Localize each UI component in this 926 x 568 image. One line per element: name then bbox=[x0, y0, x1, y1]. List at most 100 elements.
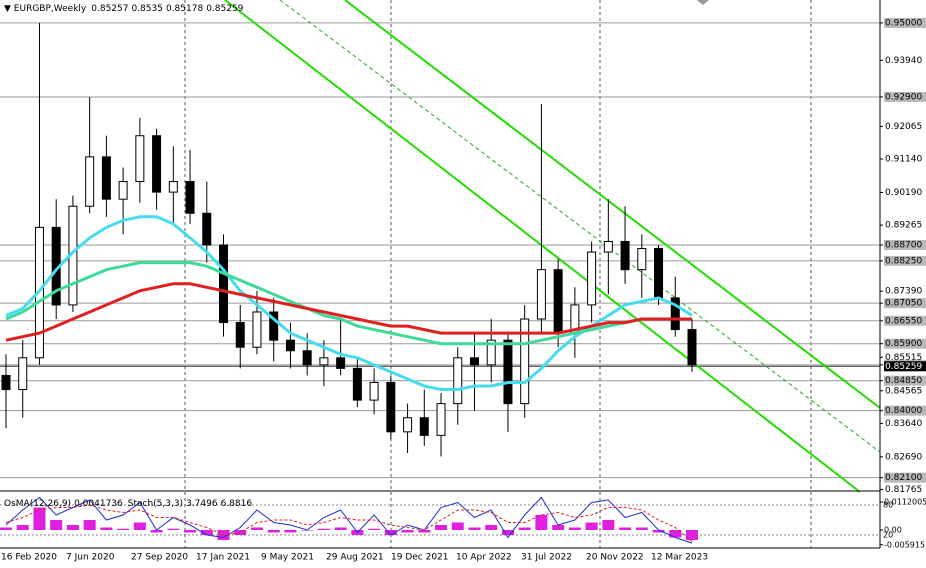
candle-body bbox=[436, 403, 446, 436]
osma-bar bbox=[635, 527, 648, 530]
osma-bar bbox=[501, 530, 514, 535]
level-label-bg bbox=[884, 240, 926, 250]
indicator-header: OsMA(12,26,9) 0.0041736 Stoch(5,3,3) 3.7496… bbox=[4, 499, 252, 509]
osma-bar bbox=[468, 527, 481, 530]
candle-body bbox=[503, 339, 513, 405]
candle-body bbox=[352, 367, 362, 401]
y-tick-label: 0.93940 bbox=[885, 56, 922, 66]
candle-body bbox=[285, 339, 295, 352]
stoch-tick-label: 20 bbox=[883, 531, 893, 540]
osma-bar bbox=[669, 530, 682, 538]
x-tick-label: 9 May 2021 bbox=[261, 553, 314, 563]
osma-bar bbox=[435, 525, 448, 530]
x-tick-label: 10 Apr 2022 bbox=[456, 553, 512, 563]
y-tick-label: 0.89265 bbox=[885, 221, 922, 231]
osma-tick-label: 0.0112005 bbox=[884, 497, 926, 506]
candle-body bbox=[185, 181, 195, 214]
candle-body bbox=[101, 156, 111, 200]
y-tick-label: 0.92900 bbox=[885, 92, 922, 102]
y-tick-label: 0.82690 bbox=[885, 452, 922, 462]
x-tick-label: 17 Jan 2021 bbox=[196, 553, 250, 563]
osma-bar bbox=[200, 530, 213, 535]
moving-average bbox=[5, 261, 692, 346]
y-tick-label: 0.88250 bbox=[885, 256, 922, 266]
osma-bar bbox=[485, 525, 498, 530]
osma-bar bbox=[284, 530, 297, 533]
channel-line bbox=[344, 0, 881, 409]
y-tick-label: 0.92065 bbox=[885, 122, 922, 132]
candle-body bbox=[637, 248, 647, 271]
osma-bar bbox=[83, 520, 96, 530]
osma-bar bbox=[535, 515, 548, 530]
osma-bar bbox=[602, 520, 615, 530]
y-tick-label: 0.95000 bbox=[885, 18, 922, 28]
stoch-label: Stoch(5,3,3) bbox=[128, 499, 183, 509]
x-tick-label: 20 Nov 2022 bbox=[586, 553, 644, 563]
candle-body bbox=[202, 212, 212, 246]
osma-tick-label: -0.005915 bbox=[884, 540, 925, 549]
candle-body bbox=[252, 311, 262, 348]
y-tick-label: 0.90190 bbox=[885, 188, 922, 198]
level-label-bg bbox=[884, 338, 926, 349]
candle-body bbox=[536, 269, 546, 320]
osma-bar bbox=[334, 527, 347, 530]
candle-body bbox=[168, 181, 178, 193]
osma-bar bbox=[0, 527, 12, 530]
osma-bar bbox=[66, 525, 79, 530]
candle-body bbox=[687, 329, 697, 366]
osma-bar bbox=[451, 522, 464, 530]
candle-body bbox=[319, 357, 329, 366]
osma-bar bbox=[267, 530, 280, 533]
y-tick-label: 0.84850 bbox=[885, 376, 922, 386]
candle-body bbox=[135, 135, 145, 183]
candle-body bbox=[85, 156, 95, 207]
candle-body bbox=[152, 135, 162, 193]
header: ▼ EURGBP,Weekly 0.85257 0.8535 0.85178 0.852… bbox=[4, 4, 244, 14]
x-tick-label: 19 Dec 2021 bbox=[391, 553, 449, 563]
level-label-bg bbox=[884, 405, 926, 416]
osma-bar bbox=[317, 528, 330, 530]
candle-body bbox=[219, 244, 229, 324]
osma-label: OsMA(12,26,9) bbox=[4, 499, 71, 509]
osma-bar bbox=[518, 527, 531, 530]
osma-bar bbox=[150, 530, 163, 533]
candle-body bbox=[118, 181, 128, 200]
moving-average bbox=[5, 215, 693, 391]
candle-body bbox=[419, 417, 429, 436]
osma-bar bbox=[619, 527, 632, 530]
candle-body bbox=[1, 374, 11, 391]
high: 0.8535 bbox=[131, 4, 163, 14]
candle-body bbox=[553, 269, 563, 334]
menu-arrow: ▼ bbox=[4, 4, 14, 14]
osma-bar bbox=[552, 525, 565, 530]
y-tick-label: 0.84565 bbox=[885, 386, 922, 396]
stoch-main: 3.7496 bbox=[186, 499, 218, 509]
y-tick-label: 0.88700 bbox=[885, 241, 922, 251]
candle-body bbox=[369, 381, 379, 401]
y-tick-label: 0.85900 bbox=[885, 339, 922, 349]
level-label-bg bbox=[884, 298, 926, 309]
y-tick-label: 0.87050 bbox=[885, 299, 922, 309]
osma-bar bbox=[16, 525, 29, 530]
y-tick-label: 0.82100 bbox=[885, 473, 922, 483]
candle-body bbox=[654, 248, 664, 299]
osma-bar bbox=[368, 528, 381, 530]
trend-lines bbox=[224, 0, 881, 493]
candle-body bbox=[603, 240, 613, 253]
y-tick-label: 0.85515 bbox=[885, 353, 922, 363]
y-tick-label: 0.83640 bbox=[885, 419, 922, 429]
level-label-bg bbox=[884, 315, 926, 326]
candle-body bbox=[235, 322, 245, 348]
period-separators bbox=[184, 0, 812, 548]
mid-line bbox=[279, 0, 881, 453]
channel-line bbox=[224, 0, 861, 493]
level-label-bg bbox=[884, 375, 926, 386]
x-tick-label: 29 Aug 2021 bbox=[326, 553, 384, 563]
candle-body bbox=[336, 357, 346, 369]
osma-bar bbox=[568, 527, 581, 530]
x-tick-label: 31 Jul 2022 bbox=[521, 553, 572, 563]
x-tick-label: 7 Jun 2020 bbox=[66, 553, 115, 563]
x-tick-label: 27 Sep 2020 bbox=[131, 553, 188, 563]
